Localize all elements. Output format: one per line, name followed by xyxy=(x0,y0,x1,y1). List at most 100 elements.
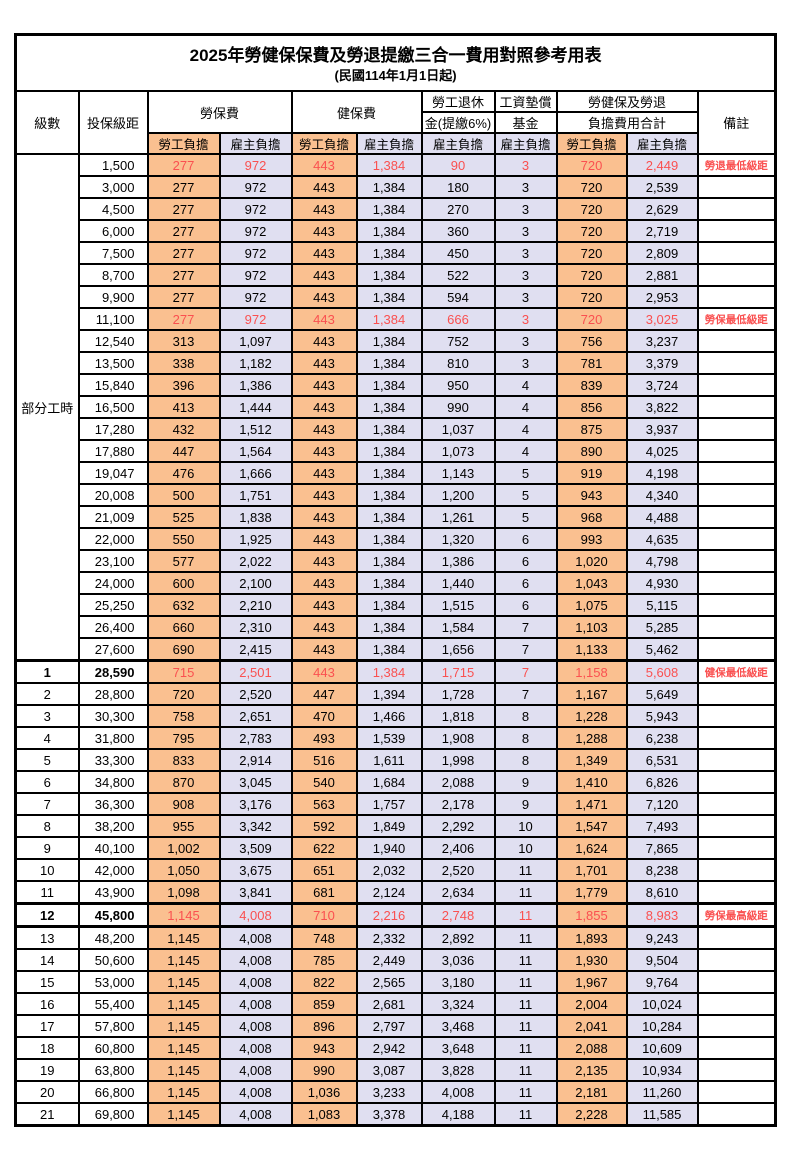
fee-cell: 4,008 xyxy=(218,1058,293,1082)
fee-cell: 839 xyxy=(555,373,628,397)
fee-cell: 7,120 xyxy=(625,792,699,816)
fee-cell: 2,914 xyxy=(218,748,293,772)
fee-cell: 443 xyxy=(290,571,358,595)
fee-cell: 443 xyxy=(290,395,358,419)
fee-cell: 1,440 xyxy=(420,571,496,595)
fee-cell: 1,037 xyxy=(420,417,496,441)
fee-cell: 1,384 xyxy=(355,351,423,375)
table-row: 10 42,000 1,050 3,675 651 2,032 2,520 11 1,701 8,… xyxy=(14,858,777,882)
fee-cell: 1,145 xyxy=(146,1080,221,1104)
remark-cell: 勞保最高級距 xyxy=(696,902,777,928)
col-header-level: 級數 xyxy=(14,90,80,155)
fee-cell: 1,512 xyxy=(218,417,293,441)
fee-cell: 1,838 xyxy=(218,505,293,529)
remark-cell xyxy=(696,373,777,397)
fee-cell: 8,983 xyxy=(625,902,699,928)
fee-cell: 1,855 xyxy=(555,902,628,928)
fee-cell: 3,841 xyxy=(218,880,293,905)
fee-cell: 2,629 xyxy=(625,197,699,221)
remark-cell xyxy=(696,219,777,243)
fee-cell: 2,181 xyxy=(555,1080,628,1104)
fee-cell: 10 xyxy=(493,814,558,838)
fee-cell: 720 xyxy=(555,175,628,199)
fee-cell: 1,158 xyxy=(555,659,628,684)
fee-cell: 1,167 xyxy=(555,682,628,706)
fee-cell: 950 xyxy=(420,373,496,397)
fee-cell: 1,908 xyxy=(420,726,496,750)
fee-cell: 993 xyxy=(555,527,628,551)
premium-reference-table: 2025年勞健保保費及勞退提繳三合一費用對照參考用表 (民國114年1月1日起)… xyxy=(14,33,778,1127)
fee-cell: 443 xyxy=(290,483,358,507)
bracket-cell: 40,100 xyxy=(77,836,149,860)
table-row: 8,700 277 972 443 1,384 522 3 720 2,881 xyxy=(16,263,777,287)
sub-header-health-employer: 雇主負擔 xyxy=(355,132,423,155)
fee-cell: 1,925 xyxy=(218,527,293,551)
fee-cell: 1,584 xyxy=(420,615,496,639)
fee-cell: 972 xyxy=(218,241,293,265)
fee-cell: 443 xyxy=(290,197,358,221)
fee-cell: 2,501 xyxy=(218,659,293,684)
fee-cell: 277 xyxy=(146,263,221,287)
bracket-cell: 13,500 xyxy=(77,351,149,375)
fee-cell: 277 xyxy=(146,241,221,265)
fee-cell: 785 xyxy=(290,948,358,972)
fee-cell: 2,228 xyxy=(555,1102,628,1127)
fee-cell: 2,178 xyxy=(420,792,496,816)
bracket-cell: 1,500 xyxy=(77,153,149,177)
remark-cell xyxy=(696,175,777,199)
fee-cell: 2,953 xyxy=(625,285,699,309)
table-row: 27,600 690 2,415 443 1,384 1,656 7 1,133 5,462 xyxy=(16,637,777,662)
fee-cell: 470 xyxy=(290,704,358,728)
table-row: 22,000 550 1,925 443 1,384 1,320 6 993 4,635 xyxy=(16,527,777,551)
fee-cell: 500 xyxy=(146,483,221,507)
fee-cell: 1,145 xyxy=(146,1058,221,1082)
fee-cell: 720 xyxy=(555,219,628,243)
fee-cell: 277 xyxy=(146,285,221,309)
remark-cell xyxy=(696,858,777,882)
fee-cell: 2,210 xyxy=(218,593,293,617)
fee-cell: 4 xyxy=(493,439,558,463)
table-body: 部分工時 1,500 277 972 443 1,384 90 3 720 2,449 勞退最低級距… xyxy=(14,153,777,1127)
fee-cell: 447 xyxy=(290,682,358,706)
bracket-cell: 34,800 xyxy=(77,770,149,794)
remark-cell: 健保最低級距 xyxy=(696,659,777,684)
fee-cell: 5 xyxy=(493,461,558,485)
fee-cell: 360 xyxy=(420,219,496,243)
fee-cell: 8,238 xyxy=(625,858,699,882)
fee-cell: 2,797 xyxy=(355,1014,423,1038)
fee-cell: 3,036 xyxy=(420,948,496,972)
fee-cell: 594 xyxy=(420,285,496,309)
fee-cell: 4,198 xyxy=(625,461,699,485)
fee-cell: 3,176 xyxy=(218,792,293,816)
fee-cell: 6 xyxy=(493,593,558,617)
fee-cell: 720 xyxy=(555,263,628,287)
level-cell: 3 xyxy=(14,704,80,728)
fee-cell: 720 xyxy=(555,197,628,221)
remark-cell: 勞保最低級距 xyxy=(696,307,777,331)
fee-cell: 3,237 xyxy=(625,329,699,353)
table-row: 25,250 632 2,210 443 1,384 1,515 6 1,075 5,115 xyxy=(16,593,777,617)
fee-cell: 1,547 xyxy=(555,814,628,838)
fee-cell: 7,865 xyxy=(625,836,699,860)
fee-cell: 3,675 xyxy=(218,858,293,882)
fee-cell: 2,748 xyxy=(420,902,496,928)
fee-cell: 2,406 xyxy=(420,836,496,860)
fee-cell: 972 xyxy=(218,285,293,309)
fee-cell: 90 xyxy=(420,153,496,177)
remark-cell xyxy=(696,197,777,221)
table-row: 20 66,800 1,145 4,008 1,036 3,233 4,008 11 2,181… xyxy=(14,1080,777,1104)
bracket-cell: 8,700 xyxy=(77,263,149,287)
fee-cell: 11 xyxy=(493,1036,558,1060)
table-row: 5 33,300 833 2,914 516 1,611 1,998 8 1,349 6,531 xyxy=(14,748,777,772)
fee-cell: 943 xyxy=(555,483,628,507)
fee-cell: 919 xyxy=(555,461,628,485)
bracket-cell: 23,100 xyxy=(77,549,149,573)
sub-header-labor-employee: 勞工負擔 xyxy=(146,132,221,155)
fee-cell: 943 xyxy=(290,1036,358,1060)
fee-cell: 4,488 xyxy=(625,505,699,529)
fee-cell: 1,384 xyxy=(355,527,423,551)
fee-cell: 2,681 xyxy=(355,992,423,1016)
fee-cell: 4 xyxy=(493,373,558,397)
fee-cell: 622 xyxy=(290,836,358,860)
table-row: 12 45,800 1,145 4,008 710 2,216 2,748 11 1,855 8,… xyxy=(14,902,777,928)
